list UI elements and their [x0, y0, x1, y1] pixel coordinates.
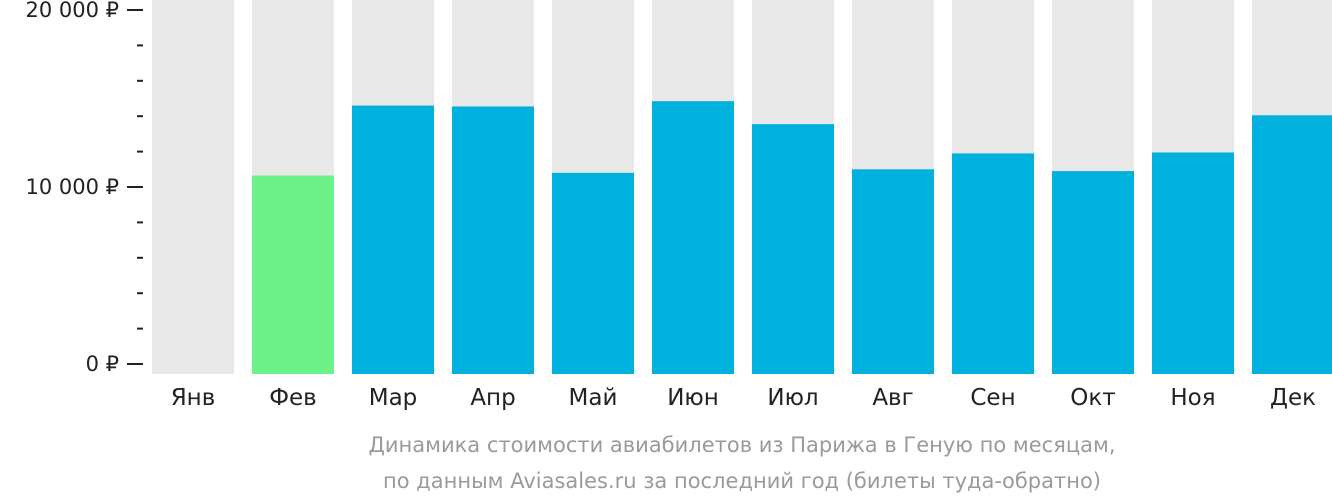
- bars-layer: [152, 0, 1332, 374]
- y-tick-label-0: 0 ₽: [86, 352, 119, 376]
- bar-2[interactable]: [352, 105, 434, 374]
- bar-3[interactable]: [452, 106, 534, 374]
- bar-4[interactable]: [552, 172, 634, 374]
- x-tick-label-7: Авг: [872, 385, 913, 411]
- y-tick-label-2: 20 000 ₽: [25, 0, 119, 22]
- x-tick-label-3: Апр: [470, 385, 515, 411]
- x-tick-label-4: Май: [569, 385, 618, 411]
- bar-10[interactable]: [1152, 152, 1234, 374]
- caption-line-1: Динамика стоимости авиабилетов из Парижа…: [368, 433, 1115, 457]
- x-tick-label-9: Окт: [1070, 385, 1115, 411]
- x-tick-label-0: Янв: [171, 385, 216, 411]
- x-tick-label-1: Фев: [269, 385, 317, 411]
- bar-11[interactable]: [1252, 115, 1332, 374]
- caption-line-2: по данным Aviasales.ru за последний год …: [383, 469, 1101, 493]
- x-tick-label-6: Июл: [767, 385, 818, 411]
- bar-5[interactable]: [652, 101, 734, 374]
- x-tick-label-11: Дек: [1270, 385, 1316, 411]
- x-tick-label-10: Ноя: [1170, 385, 1215, 411]
- bar-7[interactable]: [852, 169, 934, 374]
- y-axis: 0 ₽ 10 000 ₽ 20 000 ₽: [25, 0, 143, 376]
- bar-background-0: [152, 0, 234, 374]
- x-tick-label-2: Мар: [369, 385, 418, 411]
- bar-9[interactable]: [1052, 171, 1134, 374]
- bar-8[interactable]: [952, 153, 1034, 374]
- bar-1[interactable]: [252, 175, 334, 374]
- y-tick-label-1: 10 000 ₽: [25, 175, 119, 199]
- x-axis: Янв Фев Мар Апр Май Июн Июл Авг Сен Окт Ноя Дек: [171, 385, 1316, 411]
- bar-6[interactable]: [752, 124, 834, 374]
- x-tick-label-5: Июн: [667, 385, 719, 411]
- x-tick-label-8: Сен: [970, 385, 1015, 411]
